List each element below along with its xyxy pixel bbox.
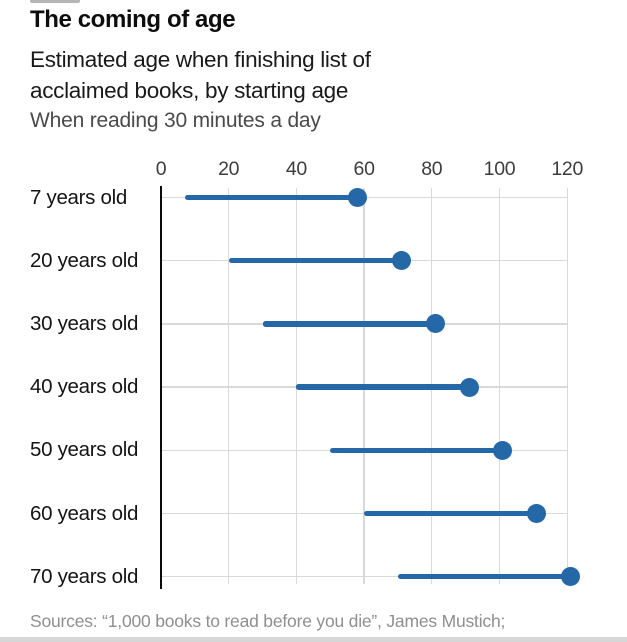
row-label: 70 years old [30,564,139,588]
row-label: 50 years old [30,438,139,462]
lollipop-stem [364,510,537,517]
row-label: 40 years old [30,375,139,399]
x-axis-tick-label: 100 [483,158,516,180]
v-gridline [295,188,298,584]
lollipop-dot [391,251,411,271]
lollipop-dot [561,567,581,587]
x-axis-tick-label: 20 [218,158,240,180]
chart-subtitle: Estimated age when finishing list of acc… [30,44,371,106]
x-axis-tick-label: 60 [353,158,375,180]
v-gridline [498,188,501,584]
lollipop-dot [527,504,547,523]
chart-note: When reading 30 minutes a day [30,109,321,132]
row-label: 7 years old [30,185,127,209]
y-axis-line [159,186,163,589]
lollipop-stem [184,194,358,201]
v-gridline [566,188,568,584]
lollipop-stem [262,321,436,327]
v-gridline [228,188,230,584]
row-label: 60 years old [30,501,139,525]
row-label: 20 years old [30,248,139,272]
lollipop-stem [330,447,503,454]
lollipop-dot [347,188,367,207]
x-axis-tick-label: 80 [421,158,443,180]
lollipop-stem [397,573,571,580]
row-label: 30 years old [30,311,139,335]
x-axis-tick-label: 40 [285,158,307,180]
sources-line: Sources: “1,000 books to read before you… [30,611,506,631]
chart-subtitle-line-1: Estimated age when finishing list of [30,47,371,72]
lollipop-stem [296,384,470,390]
lollipop-dot [425,314,445,334]
x-axis-tick-label: 120 [551,158,583,180]
lollipop-dot [459,377,479,397]
lollipop-stem [228,257,402,264]
row-gridline [161,576,568,578]
chart-subtitle-line-2: acclaimed books, by starting age [30,78,349,103]
bottom-crop-strip [0,637,627,642]
lollipop-dot [493,440,513,460]
chart-title: The coming of age [30,6,236,33]
cropped-top-tag [30,0,80,3]
x-axis-tick-label: 0 [155,158,167,180]
